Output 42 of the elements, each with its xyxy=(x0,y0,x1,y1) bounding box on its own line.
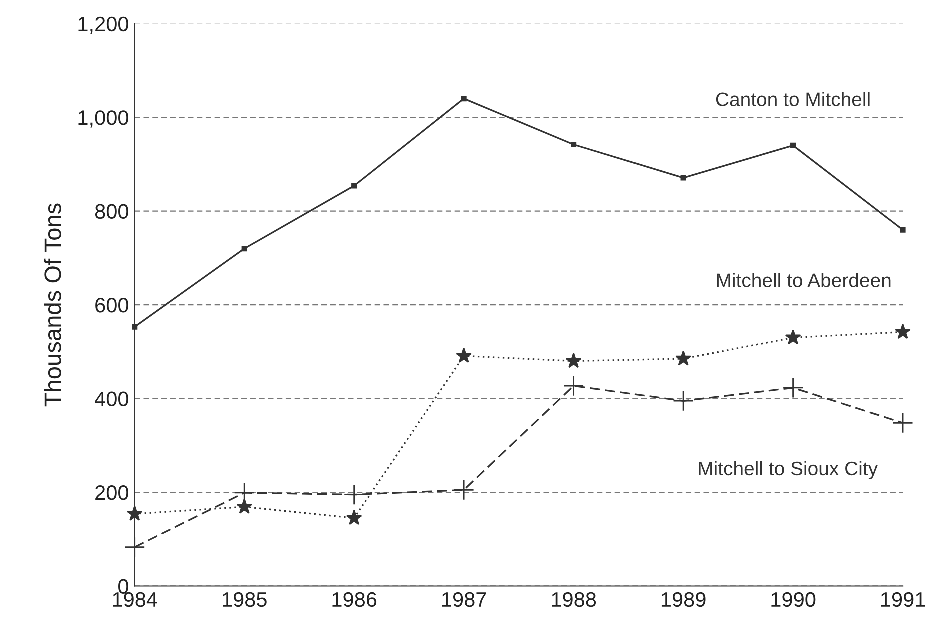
point xyxy=(124,536,146,558)
text: Mitchell to Aberdeen xyxy=(717,273,891,288)
point xyxy=(785,330,802,345)
point xyxy=(900,227,906,233)
point xyxy=(352,183,358,189)
y-tick-label: 400 xyxy=(95,392,128,407)
y-axis-title: Thousands Of Tons xyxy=(44,204,62,407)
x-tick-label: 1984 xyxy=(113,592,158,608)
x-tick-label: 1990 xyxy=(772,592,816,608)
x-tick-label: 1986 xyxy=(332,592,377,608)
point xyxy=(456,348,472,363)
point xyxy=(790,142,796,148)
point xyxy=(673,390,694,412)
point xyxy=(461,96,467,102)
point xyxy=(680,175,686,181)
point xyxy=(676,350,692,366)
y-tick-label: 1,000 xyxy=(78,110,128,128)
point xyxy=(566,352,582,368)
point xyxy=(132,324,138,330)
y-tick-label: 0 xyxy=(118,579,128,594)
point xyxy=(236,498,253,514)
y-tick-label: 200 xyxy=(96,486,128,500)
point xyxy=(346,510,362,526)
x-tick-label: 1985 xyxy=(223,592,267,608)
text: Canton to Mitchell xyxy=(716,92,870,106)
y-tick-label: 600 xyxy=(96,298,128,313)
point xyxy=(571,142,577,148)
point xyxy=(454,480,474,501)
x-tick-label: 1987 xyxy=(442,592,486,608)
point xyxy=(782,378,804,398)
x-tick-label: 1988 xyxy=(552,592,596,608)
x-tick-label: 1989 xyxy=(662,592,706,608)
y-tick-label: 1,200 xyxy=(78,16,128,34)
point xyxy=(563,376,584,397)
x-tick-label: 1991 xyxy=(881,592,926,608)
point xyxy=(344,484,365,506)
point xyxy=(895,324,911,340)
point xyxy=(892,412,914,434)
point xyxy=(126,506,143,521)
y-tick-label: 800 xyxy=(95,204,128,220)
series-label: Mitchell to Sioux City xyxy=(699,461,878,480)
point xyxy=(242,246,248,252)
